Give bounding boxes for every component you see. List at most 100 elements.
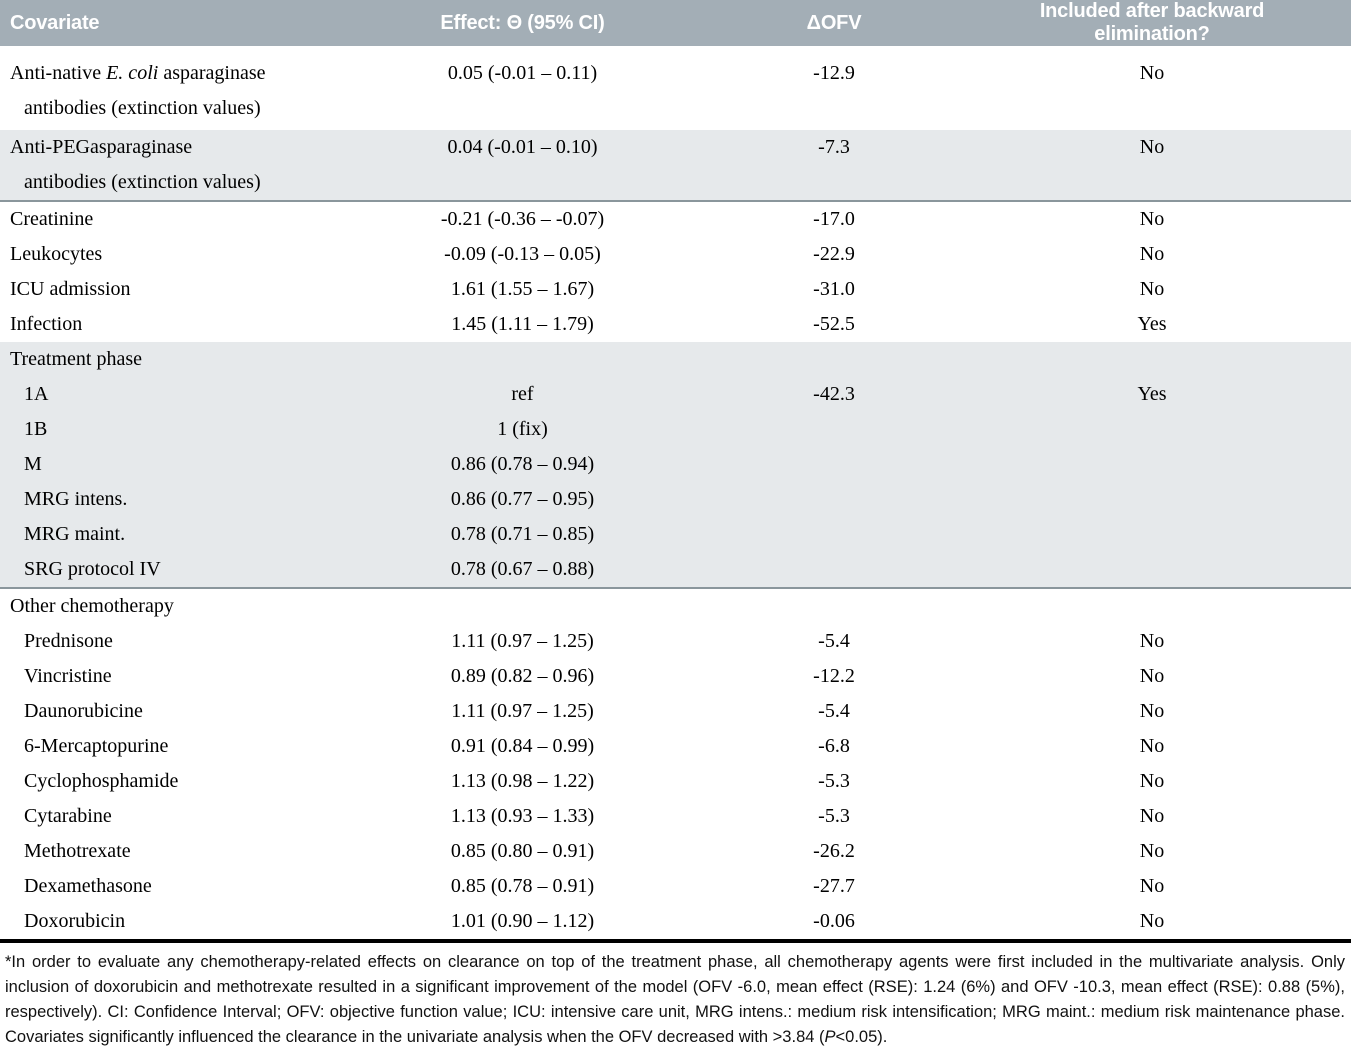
table-row: Anti-PEGasparaginase antibodies (extincti… <box>0 130 1351 202</box>
table-row: M 0.86 (0.78 – 0.94) <box>0 447 1351 482</box>
header-included: Included after backward elimination? <box>1033 0 1351 46</box>
table-row: Cyclophosphamide 1.13 (0.98 – 1.22) -5.3 No <box>0 764 1351 799</box>
dofv-cell: -26.2 <box>813 840 855 862</box>
table-row: 1B 1 (fix) <box>0 412 1351 447</box>
included-cell: No <box>1139 770 1165 792</box>
effect-cell: 0.85 (0.80 – 0.91) <box>450 840 595 862</box>
footnote-text-pre: *In order to evaluate any chemotherapy-r… <box>5 953 1345 1046</box>
included-cell: No <box>1139 805 1165 827</box>
effect-cell <box>430 342 635 377</box>
dofv-cell: -12.9 <box>813 62 855 84</box>
included-cell: No <box>1139 208 1165 230</box>
effect-cell: 0.85 (0.78 – 0.91) <box>450 875 595 897</box>
dofv-cell: -5.4 <box>818 700 850 722</box>
covariate-cell: Doxorubicin <box>0 904 430 943</box>
table-body: Anti-native E. coli asparaginase antibodi… <box>0 46 1351 943</box>
included-cell: No <box>1139 840 1165 862</box>
included-cell <box>1033 552 1351 589</box>
included-cell <box>1033 517 1351 552</box>
included-cell: Yes <box>1137 313 1167 335</box>
table-row: ICU admission 1.61 (1.55 – 1.67) -31.0 No <box>0 272 1351 307</box>
effect-cell: 1.13 (0.93 – 1.33) <box>450 805 595 827</box>
included-cell: No <box>1139 875 1165 897</box>
table-row: Cytarabine 1.13 (0.93 – 1.33) -5.3 No <box>0 799 1351 834</box>
effect-cell: 0.05 (-0.01 – 0.11) <box>447 62 598 84</box>
table-row: 1A ref -42.3 Yes <box>0 377 1351 412</box>
effect-cell: 0.04 (-0.01 – 0.10) <box>430 130 635 202</box>
table-row: Methotrexate 0.85 (0.80 – 0.91) -26.2 No <box>0 834 1351 869</box>
table-row: SRG protocol IV 0.78 (0.67 – 0.88) <box>0 552 1351 589</box>
included-cell: No <box>1139 700 1165 722</box>
dofv-cell <box>635 412 1033 447</box>
dofv-cell: -5.3 <box>818 770 850 792</box>
effect-cell: ref <box>511 383 534 405</box>
table-row: 6-Mercaptopurine 0.91 (0.84 – 0.99) -6.8 No <box>0 729 1351 764</box>
table-row: Dexamethasone 0.85 (0.78 – 0.91) -27.7 No <box>0 869 1351 904</box>
table-row: Creatinine -0.21 (-0.36 – -0.07) -17.0 No <box>0 201 1351 237</box>
covariate-cell: 1A <box>24 383 49 405</box>
covariate-cell: Anti-native E. coli asparaginase antibodi… <box>10 62 266 119</box>
covariate-table: Covariate Effect: Θ (95% CI) ΔOFV Includ… <box>0 0 1351 943</box>
dofv-cell: -6.8 <box>818 735 850 757</box>
dofv-cell: -5.4 <box>818 630 850 652</box>
effect-cell: 0.86 (0.77 – 0.95) <box>450 488 595 510</box>
covariate-cell: Other chemotherapy <box>10 595 174 617</box>
table-row: Vincristine 0.89 (0.82 – 0.96) -12.2 No <box>0 659 1351 694</box>
footnote-text-post: <0.05). <box>835 1028 888 1046</box>
effect-cell: 0.91 (0.84 – 0.99) <box>450 735 595 757</box>
covariate-cell: M <box>24 453 42 475</box>
dofv-cell: -0.06 <box>635 904 1033 943</box>
covariate-cell: Cytarabine <box>24 805 112 827</box>
dofv-cell: -31.0 <box>813 278 855 300</box>
header-dofv: ΔOFV <box>635 0 1033 46</box>
effect-cell: 0.89 (0.82 – 0.96) <box>450 665 595 687</box>
table-row: Anti-native E. coli asparaginase antibodi… <box>0 46 1351 130</box>
table-row: MRG intens. 0.86 (0.77 – 0.95) <box>0 482 1351 517</box>
table-row: Infection 1.45 (1.11 – 1.79) -52.5 Yes <box>0 307 1351 342</box>
effect-cell: 0.86 (0.78 – 0.94) <box>450 453 595 475</box>
covariate-cell: ICU admission <box>10 278 131 300</box>
covariate-cell: Dexamethasone <box>24 875 152 897</box>
section-row: Treatment phase <box>0 342 1351 377</box>
header-row: Covariate Effect: Θ (95% CI) ΔOFV Includ… <box>0 0 1351 46</box>
included-cell <box>1033 482 1351 517</box>
covariate-cell: Methotrexate <box>24 840 131 862</box>
covariate-cell: SRG protocol IV <box>0 552 430 589</box>
covariate-cell: Treatment phase <box>10 348 143 370</box>
included-cell <box>1033 447 1351 482</box>
covariate-cell: Leukocytes <box>10 243 103 265</box>
covariate-cell: Prednisone <box>24 630 113 652</box>
included-cell: No <box>1139 278 1165 300</box>
header-effect: Effect: Θ (95% CI) <box>430 0 635 46</box>
table-row: MRG maint. 0.78 (0.71 – 0.85) <box>0 517 1351 552</box>
dofv-cell: -42.3 <box>813 383 855 405</box>
effect-cell: 0.78 (0.67 – 0.88) <box>430 552 635 589</box>
table-row: Prednisone 1.11 (0.97 – 1.25) -5.4 No <box>0 624 1351 659</box>
dofv-cell <box>635 482 1033 517</box>
section-row: Other chemotherapy <box>0 588 1351 624</box>
included-cell: No <box>1139 735 1165 757</box>
table-header: Covariate Effect: Θ (95% CI) ΔOFV Includ… <box>0 0 1351 46</box>
dofv-cell <box>635 447 1033 482</box>
dofv-cell <box>635 588 1033 624</box>
covariate-cell: Daunorubicine <box>24 700 143 722</box>
effect-cell: 1 (fix) <box>497 418 548 440</box>
dofv-cell <box>635 517 1033 552</box>
included-cell: Yes <box>1137 383 1167 405</box>
covariate-cell: Creatinine <box>10 208 94 230</box>
included-cell: No <box>1139 630 1165 652</box>
included-cell: No <box>1033 904 1351 943</box>
table-row: Leukocytes -0.09 (-0.13 – 0.05) -22.9 No <box>0 237 1351 272</box>
covariate-cell: MRG intens. <box>24 488 128 510</box>
covariate-cell: 6-Mercaptopurine <box>24 735 169 757</box>
covariate-cell: Infection <box>10 313 83 335</box>
included-cell: No <box>1139 62 1165 84</box>
covariate-cell: Cyclophosphamide <box>24 770 179 792</box>
included-cell: No <box>1139 243 1165 265</box>
included-cell <box>1033 342 1351 377</box>
effect-cell: 1.11 (0.97 – 1.25) <box>451 700 594 722</box>
dofv-cell: -27.7 <box>813 875 855 897</box>
table-row: Doxorubicin 1.01 (0.90 – 1.12) -0.06 No <box>0 904 1351 943</box>
dofv-cell <box>635 342 1033 377</box>
effect-cell: 1.61 (1.55 – 1.67) <box>450 278 595 300</box>
